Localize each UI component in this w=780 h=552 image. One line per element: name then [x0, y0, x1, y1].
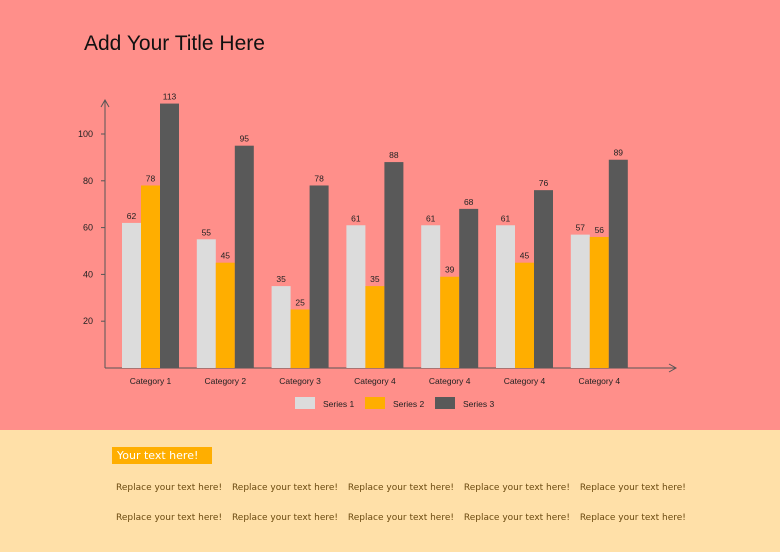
category-label: Category 4	[504, 376, 546, 386]
bar	[515, 262, 534, 368]
legend-label: Series 1	[323, 399, 354, 409]
bar	[365, 286, 385, 368]
data-label: 35	[276, 274, 286, 284]
bar	[421, 225, 441, 368]
y-axis-arrow	[100, 98, 110, 108]
footer-text: Replace your text here!	[347, 483, 454, 493]
y-tick-label: 60	[83, 223, 93, 233]
data-label: 61	[426, 213, 436, 223]
data-label: 78	[314, 173, 324, 183]
legend-swatch	[365, 397, 385, 409]
legend-swatch	[435, 397, 455, 409]
bar	[534, 190, 553, 368]
data-label: 61	[351, 213, 361, 223]
data-label: 68	[464, 197, 474, 207]
bar	[141, 185, 160, 368]
footer-row-1: Replace your text here! Replace your tex…	[116, 483, 693, 493]
footer-text: Replace your text here!	[231, 483, 339, 493]
data-label: 55	[202, 227, 212, 237]
bar	[234, 145, 254, 368]
footer-text: Replace your text here!	[116, 483, 223, 493]
y-tick-label: 20	[83, 316, 93, 326]
bar-chart: 20 40 60 80 100 62 78 113 Category 1 55 45 95 Catego…	[78, 92, 678, 409]
y-tick-label: 40	[83, 269, 93, 279]
data-label: 25	[295, 298, 305, 308]
footer-row-2: Replace your text here! Replace your tex…	[116, 513, 693, 523]
data-label: 78	[146, 173, 156, 183]
bar	[384, 162, 404, 368]
bar	[160, 103, 179, 368]
bar	[309, 185, 329, 368]
data-label: 56	[595, 225, 605, 235]
data-label: 62	[127, 211, 137, 221]
footer-badge: Your text here!	[112, 447, 212, 464]
footer-text: Replace your text here!	[463, 483, 570, 493]
category-label: Category 1	[130, 376, 172, 386]
category-label: Category 2	[205, 376, 247, 386]
bar	[589, 236, 609, 368]
x-axis-arrow	[668, 363, 678, 373]
bar	[459, 208, 479, 368]
footer-text: Replace your text here!	[463, 513, 570, 523]
footer-text: Replace your text here!	[579, 513, 686, 523]
data-label: 45	[221, 251, 231, 261]
footer-text: Replace your text here!	[347, 513, 454, 523]
bar	[346, 225, 366, 368]
data-label: 88	[389, 150, 399, 160]
data-label: 45	[520, 251, 530, 261]
legend-label: Series 3	[463, 399, 494, 409]
bar	[496, 225, 515, 368]
bar	[271, 286, 291, 368]
category-label: Category 4	[429, 376, 471, 386]
bar	[290, 309, 310, 368]
data-label: 89	[614, 148, 624, 158]
y-tick-label: 80	[83, 176, 93, 186]
bar	[122, 222, 141, 368]
category-label: Category 4	[579, 376, 621, 386]
legend-swatch	[295, 397, 315, 409]
data-label: 113	[163, 92, 177, 102]
bar	[215, 262, 235, 368]
category-label: Category 4	[354, 376, 396, 386]
bar	[570, 234, 590, 368]
data-label: 95	[240, 134, 250, 144]
category-label: Category 3	[279, 376, 321, 386]
legend-label: Series 2	[393, 399, 424, 409]
data-label: 61	[501, 213, 511, 223]
data-label: 35	[370, 274, 380, 284]
data-label: 39	[445, 265, 455, 275]
bar	[608, 159, 628, 368]
footer-text: Replace your text here!	[231, 513, 339, 523]
y-tick-label: 100	[78, 129, 93, 139]
data-label: 76	[539, 178, 549, 188]
footer-text: Replace your text here!	[116, 513, 223, 523]
bar	[440, 276, 460, 368]
footer-text: Replace your text here!	[579, 483, 686, 493]
data-label: 57	[576, 223, 586, 233]
bar	[196, 239, 216, 368]
chart-title: Add Your Title Here	[84, 32, 265, 55]
